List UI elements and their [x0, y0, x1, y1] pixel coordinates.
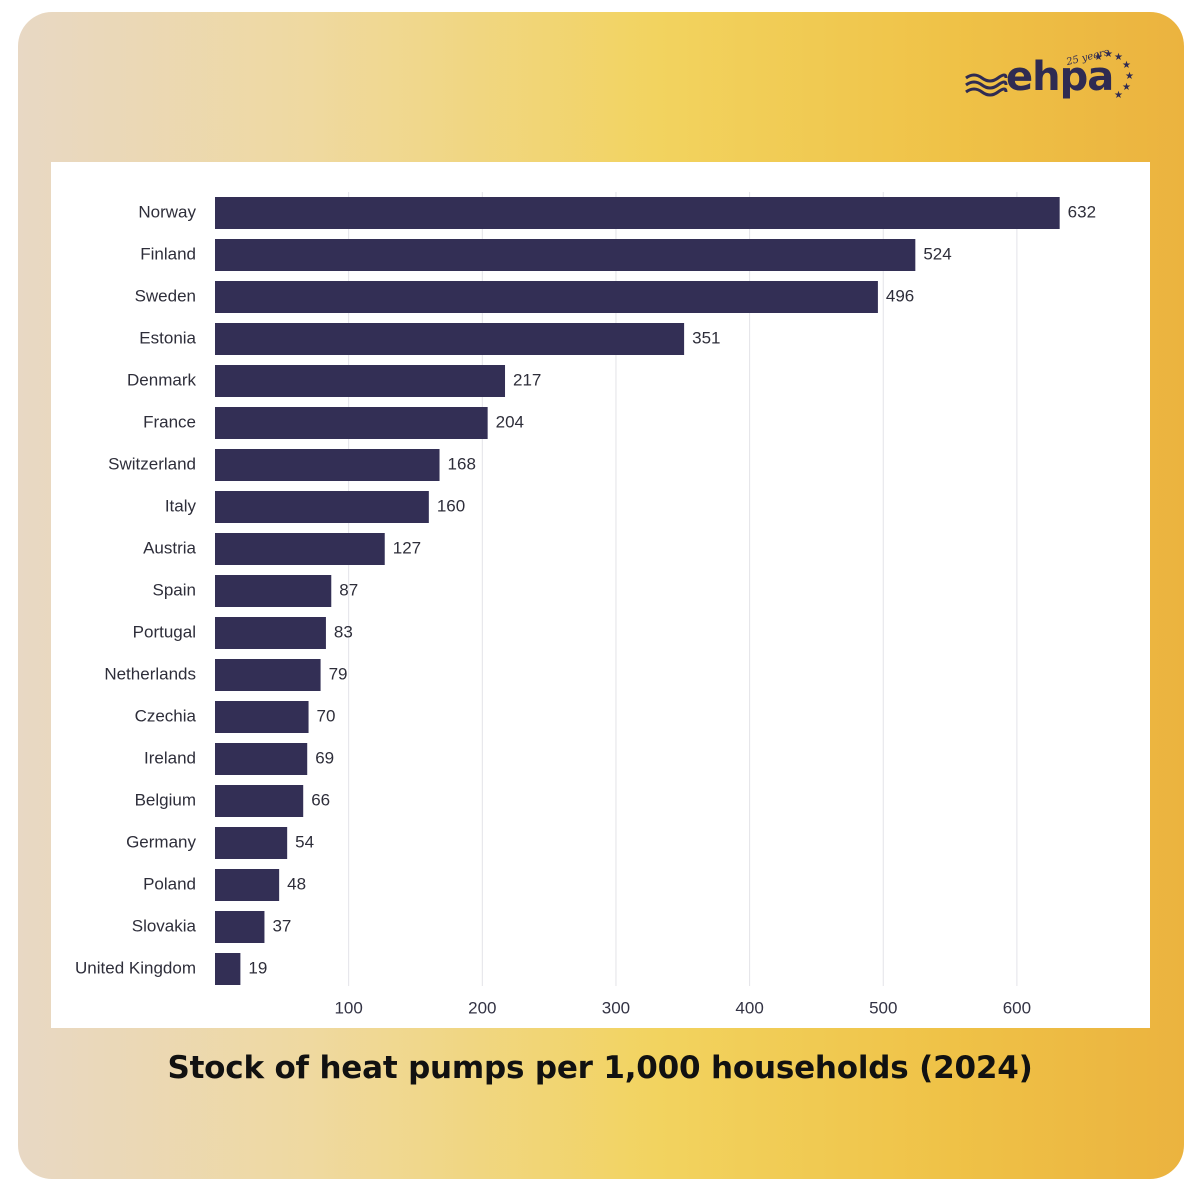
- category-label: Estonia: [139, 328, 196, 347]
- bar: [215, 743, 308, 775]
- brand-name: ehpa: [1006, 54, 1114, 100]
- svg-text:★: ★: [1125, 71, 1134, 82]
- category-label: Portugal: [133, 622, 196, 641]
- data-label: 351: [692, 328, 720, 347]
- category-label: Ireland: [144, 748, 196, 767]
- category-label: France: [143, 412, 196, 431]
- category-label: Sweden: [135, 286, 196, 305]
- data-label: 66: [311, 790, 330, 809]
- x-tick-label: 200: [468, 998, 496, 1017]
- category-label: Germany: [126, 832, 196, 851]
- chart-caption: Stock of heat pumps per 1,000 households…: [167, 1050, 1033, 1086]
- data-label: 79: [329, 664, 348, 683]
- category-label: Belgium: [135, 790, 196, 809]
- ehpa-logo: ★ ★ ★ ★ ★ ★ ★ ehpa 25 years: [962, 47, 1142, 112]
- category-label: Spain: [153, 580, 196, 599]
- x-tick-label: 400: [735, 998, 763, 1017]
- data-label: 632: [1068, 202, 1096, 221]
- category-label: Norway: [138, 202, 196, 221]
- category-label: United Kingdom: [75, 958, 196, 977]
- data-label: 204: [496, 412, 524, 431]
- bar: [215, 323, 685, 355]
- svg-text:★: ★: [1122, 82, 1131, 93]
- bar: [215, 785, 304, 817]
- category-label: Switzerland: [108, 454, 196, 473]
- category-label: Poland: [143, 874, 196, 893]
- bar: [215, 617, 326, 649]
- data-label: 168: [448, 454, 476, 473]
- bar: [215, 659, 321, 691]
- bar: [215, 407, 488, 439]
- category-label: Austria: [143, 538, 196, 557]
- stars-icon: ★ ★ ★ ★ ★ ★ ★: [1094, 49, 1134, 101]
- bar: [215, 911, 265, 943]
- bar: [215, 449, 440, 481]
- x-tick-label: 500: [869, 998, 897, 1017]
- svg-text:★: ★: [1122, 60, 1131, 71]
- bar: [215, 239, 916, 271]
- svg-text:★: ★: [1104, 49, 1113, 60]
- category-label: Netherlands: [104, 664, 196, 683]
- bar: [215, 701, 309, 733]
- data-label: 69: [315, 748, 334, 767]
- data-label: 37: [272, 916, 291, 935]
- category-label: Slovakia: [132, 916, 197, 935]
- category-label: Finland: [140, 244, 196, 263]
- category-label: Italy: [165, 496, 197, 515]
- data-label: 127: [393, 538, 421, 557]
- data-label: 83: [334, 622, 353, 641]
- svg-text:★: ★: [1094, 52, 1103, 63]
- x-tick-label: 600: [1003, 998, 1031, 1017]
- data-label: 70: [317, 706, 336, 725]
- data-label: 54: [295, 832, 314, 851]
- data-label: 160: [437, 496, 465, 515]
- svg-text:★: ★: [1114, 52, 1123, 63]
- data-label: 87: [339, 580, 358, 599]
- x-tick-label: 300: [602, 998, 630, 1017]
- data-label: 19: [248, 958, 267, 977]
- bar: [215, 197, 1060, 229]
- data-label: 524: [923, 244, 951, 263]
- svg-text:★: ★: [1114, 90, 1123, 101]
- category-label: Denmark: [127, 370, 196, 389]
- data-label: 48: [287, 874, 306, 893]
- bar: [215, 281, 878, 313]
- bar: [215, 365, 506, 397]
- bar: [215, 869, 280, 901]
- category-label: Czechia: [135, 706, 197, 725]
- bar: [215, 827, 288, 859]
- bar: [215, 491, 429, 523]
- bar: [215, 533, 385, 565]
- x-tick-label: 100: [334, 998, 362, 1017]
- bar-chart: 100 200 300 400 500 600 Norway 632 Finland 524 Swe…: [75, 192, 1096, 1017]
- chart-panel: 100 200 300 400 500 600 Norway 632 Finland 524 Swe…: [51, 162, 1150, 1028]
- data-label: 496: [886, 286, 914, 305]
- data-label: 217: [513, 370, 541, 389]
- bar: [215, 575, 332, 607]
- bar: [215, 953, 241, 985]
- waves-icon: ★ ★ ★ ★ ★ ★ ★: [965, 49, 1134, 101]
